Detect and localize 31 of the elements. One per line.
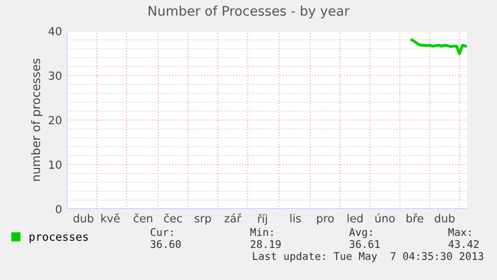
y-tick-label: 30 <box>48 71 62 80</box>
y-tick-label: 40 <box>48 26 62 36</box>
text: Cur: <box>150 228 173 236</box>
legend-label: processes <box>30 234 88 243</box>
x-tick-label: čen <box>134 213 152 222</box>
text: 28.19 <box>250 240 281 248</box>
y-tick-label: 10 <box>49 160 62 169</box>
x-tick-label: úno <box>375 213 395 222</box>
text: Avg: <box>349 228 372 238</box>
x-tick-label: bře <box>406 213 424 222</box>
text: Max: <box>448 228 471 236</box>
x-tick-label: lis <box>290 214 301 222</box>
y-axis-title: number of processes <box>31 58 42 181</box>
y-tick-label: 0 <box>56 204 62 214</box>
y-tick-label: 20 <box>48 116 62 124</box>
x-tick-label: říj <box>258 214 267 226</box>
x-tick-label: dub <box>73 214 94 222</box>
x-tick-label: dub <box>434 214 455 222</box>
x-tick-label: zář <box>224 213 242 222</box>
x-tick-label: pro <box>317 216 334 225</box>
text: Last update: Tue May 7 04:35:30 2013 <box>253 252 484 262</box>
x-tick-label: kvě <box>101 213 120 222</box>
text: 43.42 <box>448 240 478 248</box>
line-series <box>410 38 467 56</box>
text: Min: <box>250 228 273 236</box>
text: 36.60 <box>150 240 181 248</box>
text: 36.61 <box>350 240 380 248</box>
x-tick-label: srp <box>194 216 211 225</box>
x-tick-label: led <box>348 214 363 222</box>
x-tick-label: čec <box>164 213 182 222</box>
chart-title: Number of Processes - by year <box>148 6 350 18</box>
